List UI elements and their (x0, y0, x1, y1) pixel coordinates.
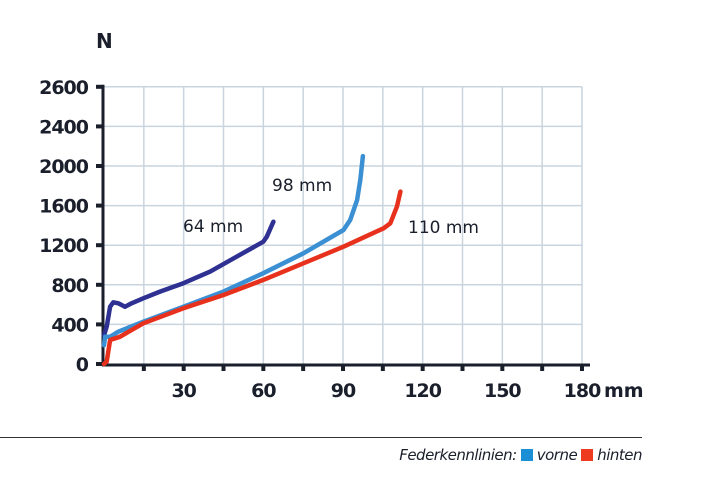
grid (104, 86, 583, 364)
y-tick-mark (96, 124, 103, 129)
y-tick-label: 800 (51, 275, 88, 297)
y-tick-mark (96, 84, 103, 89)
x-tick-mark (141, 364, 146, 371)
x-tick-label: 30 (171, 380, 196, 402)
y-tick-label: 2000 (39, 156, 89, 178)
y-tick-mark (96, 322, 103, 327)
divider (0, 437, 642, 438)
y-axis-label: N (96, 29, 113, 53)
x-tick-mark (420, 364, 425, 371)
series-line-2 (101, 189, 403, 367)
x-tick-label: 60 (251, 380, 276, 402)
curve-label-98: 98 mm (272, 176, 332, 196)
x-tick-mark (540, 364, 545, 371)
x-tick-mark (500, 364, 505, 371)
y-tick-mark (96, 362, 103, 366)
y-tick-label: 0 (76, 354, 89, 376)
legend-label-vorne: vorne (536, 446, 578, 464)
legend-swatch-hinten (581, 449, 594, 461)
x-tick-label: 180 (564, 380, 601, 402)
y-tick-label: 400 (51, 314, 88, 336)
x-tick-mark (221, 364, 226, 371)
y-tick-label: 2400 (39, 116, 89, 138)
legend: Federkennlinien: vorne hinten (399, 446, 642, 464)
tick-labels: 0 400 800 1200 1600 2000 2400 2600 30 60 90 120 150 1… (39, 77, 602, 402)
x-tick-mark (580, 364, 584, 371)
axes (96, 84, 590, 371)
x-axis-unit: mm (604, 380, 644, 402)
legend-label-hinten: hinten (597, 446, 642, 464)
y-tick-mark (96, 203, 103, 208)
y-tick-label: 1600 (39, 196, 89, 218)
y-tick-mark (96, 243, 103, 248)
y-tick-label: 1200 (39, 235, 89, 257)
x-tick-label: 150 (484, 380, 521, 402)
x-tick-mark (261, 364, 266, 371)
y-tick-label: 2600 (39, 77, 89, 99)
x-tick-label: 120 (404, 380, 441, 402)
legend-title: Federkennlinien: (399, 446, 517, 464)
y-tick-mark (96, 164, 103, 168)
y-tick-mark (96, 282, 103, 287)
x-tick-mark (181, 364, 186, 371)
legend-swatch-vorne (520, 449, 533, 461)
curves (101, 153, 403, 367)
x-tick-mark (460, 364, 465, 371)
x-tick-mark (341, 364, 345, 371)
series-line-1 (101, 153, 366, 348)
curve-label-110: 110 mm (408, 218, 479, 238)
series-line-0 (101, 219, 276, 338)
x-tick-mark (301, 364, 306, 371)
x-tick-mark (380, 364, 385, 371)
x-tick-label: 90 (331, 380, 356, 402)
curve-label-64: 64 mm (183, 217, 243, 237)
